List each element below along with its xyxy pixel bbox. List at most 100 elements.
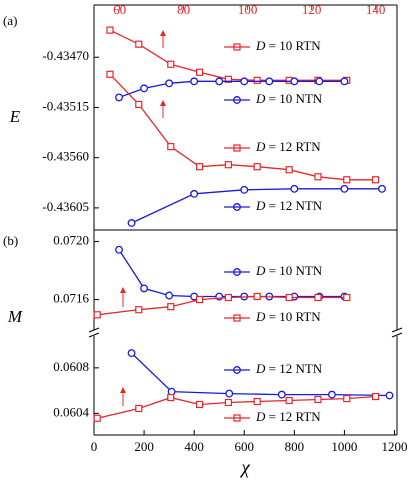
data-point xyxy=(115,245,123,254)
series-line xyxy=(109,73,376,181)
y-axis-label: E xyxy=(9,107,21,126)
data-point xyxy=(340,77,349,86)
data-point xyxy=(190,189,199,198)
legend-label: D = 10 NTN xyxy=(255,91,323,106)
data-point xyxy=(371,392,380,401)
y-tick-label: 0.0604 xyxy=(53,404,89,419)
y-tick-label: 0.0716 xyxy=(53,291,89,306)
series-line xyxy=(131,352,390,397)
legend-label: D = 12 NTN xyxy=(255,361,323,376)
data-point xyxy=(224,75,232,83)
x2-tick-label: 60 xyxy=(113,2,126,17)
x2-tick-label: 100 xyxy=(238,2,258,17)
data-point xyxy=(253,292,261,301)
legend-label: D = 10 NTN xyxy=(255,263,323,278)
x-tick-label: 0 xyxy=(91,439,98,454)
data-point xyxy=(135,404,143,413)
legend-label: D = 12 NTN xyxy=(255,198,323,213)
series-line xyxy=(97,395,376,419)
break-mark xyxy=(391,332,403,338)
x-axis-label: χ xyxy=(239,457,250,478)
panel-label: (a) xyxy=(3,13,17,28)
data-point xyxy=(343,293,351,302)
y-axis-label: M xyxy=(7,307,23,326)
data-point xyxy=(314,173,322,181)
data-point xyxy=(285,293,293,302)
data-point xyxy=(165,291,174,300)
break-mark xyxy=(88,332,100,338)
x-tick-label: 600 xyxy=(234,439,254,454)
legend-label: D = 10 RTN xyxy=(255,309,321,324)
data-point xyxy=(225,389,234,398)
data-point xyxy=(224,161,232,169)
data-point xyxy=(167,143,175,151)
data-point xyxy=(106,26,114,34)
data-point xyxy=(195,400,204,409)
x2-tick-label: 80 xyxy=(177,2,190,17)
arrows xyxy=(120,30,166,406)
data-point xyxy=(340,184,349,193)
data-point xyxy=(265,77,274,86)
data-point xyxy=(135,306,143,314)
data-point xyxy=(167,303,175,311)
data-point xyxy=(106,70,114,78)
data-point xyxy=(167,393,175,402)
x-tick-label: 1200 xyxy=(381,439,407,454)
data-point xyxy=(371,176,380,184)
panel-label: (b) xyxy=(3,233,18,248)
series-line xyxy=(118,80,345,99)
data-point xyxy=(290,184,299,193)
data-point xyxy=(253,397,261,406)
series xyxy=(106,26,351,84)
series xyxy=(93,392,380,422)
legend-label: D = 10 RTN xyxy=(255,38,321,53)
data-point xyxy=(285,166,293,174)
data-point xyxy=(195,163,204,171)
data-point xyxy=(253,163,261,171)
data-point xyxy=(224,398,232,407)
data-point xyxy=(314,395,322,404)
y-tick-label: -0.43560 xyxy=(42,149,89,164)
y-tick-label: 0.0608 xyxy=(53,359,89,374)
data-point xyxy=(224,293,232,302)
data-point xyxy=(343,176,351,184)
data-point xyxy=(195,68,204,76)
data-point xyxy=(140,284,149,293)
data-point xyxy=(285,396,293,405)
legend-label: D = 12 RTN xyxy=(255,409,321,424)
data-point xyxy=(167,387,176,396)
data-point xyxy=(240,185,249,194)
data-point xyxy=(127,219,136,227)
legend-label: D = 12 RTN xyxy=(255,139,321,154)
data-point xyxy=(93,414,101,422)
x-tick-label: 400 xyxy=(184,439,204,454)
data-point xyxy=(135,40,143,48)
x-tick-label: 1000 xyxy=(331,439,357,454)
data-point xyxy=(115,93,123,102)
y-tick-label: -0.43470 xyxy=(42,48,89,63)
data-point xyxy=(195,295,204,304)
data-point xyxy=(190,77,199,86)
y-tick-label: -0.43515 xyxy=(42,98,89,113)
data-point xyxy=(327,390,336,399)
x-tick-label: 800 xyxy=(285,439,305,454)
data-point xyxy=(165,79,174,88)
data-point xyxy=(343,394,351,403)
data-point xyxy=(135,100,143,109)
data-point xyxy=(127,349,136,358)
data-point xyxy=(277,390,286,399)
data-point xyxy=(240,77,249,86)
y-tick-label: -0.43605 xyxy=(42,199,89,214)
data-point xyxy=(314,293,322,302)
data-point xyxy=(378,184,386,193)
data-point xyxy=(315,77,324,86)
series xyxy=(115,77,349,104)
data-point xyxy=(215,77,224,86)
data-point xyxy=(93,311,101,319)
data-point xyxy=(253,76,261,84)
axis-break xyxy=(88,327,403,338)
x2-tick-label: 140 xyxy=(366,2,386,17)
data-point xyxy=(167,60,175,68)
x2-tick-label: 120 xyxy=(302,2,322,17)
